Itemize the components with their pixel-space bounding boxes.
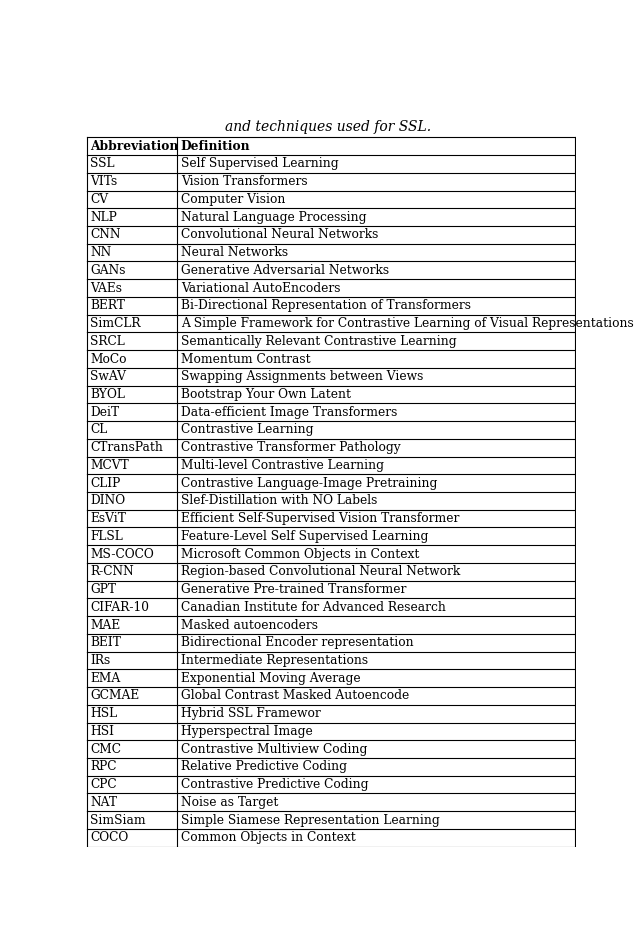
Text: SwAV: SwAV [90, 370, 127, 384]
Text: RPC: RPC [90, 761, 117, 773]
Text: SRCL: SRCL [90, 335, 125, 347]
Text: SSL: SSL [90, 157, 115, 170]
Text: Exponential Moving Average: Exponential Moving Average [180, 672, 360, 684]
Text: CMC: CMC [90, 743, 122, 756]
Text: Masked autoencoders: Masked autoencoders [180, 619, 318, 631]
Text: Abbreviation: Abbreviation [90, 140, 179, 152]
Text: Bootstrap Your Own Latent: Bootstrap Your Own Latent [180, 388, 351, 401]
Text: NN: NN [90, 247, 112, 259]
Text: Microsoft Common Objects in Context: Microsoft Common Objects in Context [180, 547, 419, 561]
Text: Simple Siamese Representation Learning: Simple Siamese Representation Learning [180, 814, 440, 826]
Text: Efficient Self-Supervised Vision Transformer: Efficient Self-Supervised Vision Transfo… [180, 512, 459, 526]
Text: Region-based Convolutional Neural Network: Region-based Convolutional Neural Networ… [180, 565, 460, 578]
Text: CTransPath: CTransPath [90, 441, 163, 454]
Text: A Simple Framework for Contrastive Learning of Visual Representations: A Simple Framework for Contrastive Learn… [180, 317, 634, 330]
Text: MS-COCO: MS-COCO [90, 547, 154, 561]
Text: VITs: VITs [90, 175, 118, 188]
Text: Generative Pre-trained Transformer: Generative Pre-trained Transformer [180, 583, 406, 596]
Text: Contrastive Language-Image Pretraining: Contrastive Language-Image Pretraining [180, 477, 437, 489]
Text: CIFAR-10: CIFAR-10 [90, 601, 150, 614]
Text: Contrastive Predictive Coding: Contrastive Predictive Coding [180, 778, 368, 791]
Text: BYOL: BYOL [90, 388, 125, 401]
Text: GCMAE: GCMAE [90, 689, 140, 703]
Text: Common Objects in Context: Common Objects in Context [180, 831, 356, 844]
Text: Variational AutoEncoders: Variational AutoEncoders [180, 282, 340, 294]
Text: Bi-Directional Representation of Transformers: Bi-Directional Representation of Transfo… [180, 299, 471, 312]
Text: Natural Language Processing: Natural Language Processing [180, 210, 366, 224]
Text: Multi-level Contrastive Learning: Multi-level Contrastive Learning [180, 459, 384, 472]
Text: BERT: BERT [90, 299, 125, 312]
Text: Contrastive Transformer Pathology: Contrastive Transformer Pathology [180, 441, 401, 454]
Text: COCO: COCO [90, 831, 129, 844]
Text: MAE: MAE [90, 619, 121, 631]
Text: CLIP: CLIP [90, 477, 121, 489]
Text: R-CNN: R-CNN [90, 565, 134, 578]
Text: FLSL: FLSL [90, 530, 124, 543]
Text: CNN: CNN [90, 228, 121, 242]
Text: Vision Transformers: Vision Transformers [180, 175, 307, 188]
Text: SimSiam: SimSiam [90, 814, 146, 826]
Text: Bidirectional Encoder representation: Bidirectional Encoder representation [180, 636, 413, 649]
Text: Swapping Assignments between Views: Swapping Assignments between Views [180, 370, 423, 384]
Text: Relative Predictive Coding: Relative Predictive Coding [180, 761, 347, 773]
Text: Global Contrast Masked Autoencode: Global Contrast Masked Autoencode [180, 689, 409, 703]
Text: CL: CL [90, 424, 108, 436]
Text: Canadian Institute for Advanced Research: Canadian Institute for Advanced Research [180, 601, 445, 614]
Text: Convolutional Neural Networks: Convolutional Neural Networks [180, 228, 378, 242]
Text: HSL: HSL [90, 707, 118, 720]
Text: Momentum Contrast: Momentum Contrast [180, 352, 310, 366]
Text: GPT: GPT [90, 583, 116, 596]
Text: and techniques used for SSL.: and techniques used for SSL. [225, 120, 431, 134]
Text: Definition: Definition [180, 140, 250, 152]
Text: MoCo: MoCo [90, 352, 127, 366]
Text: Neural Networks: Neural Networks [180, 247, 288, 259]
Text: Data-efficient Image Transformers: Data-efficient Image Transformers [180, 406, 397, 419]
Text: Semantically Relevant Contrastive Learning: Semantically Relevant Contrastive Learni… [180, 335, 456, 347]
Text: VAEs: VAEs [90, 282, 122, 294]
Text: NAT: NAT [90, 796, 118, 809]
Text: Hybrid SSL Framewor: Hybrid SSL Framewor [180, 707, 321, 720]
Text: Hyperspectral Image: Hyperspectral Image [180, 724, 312, 738]
Text: Slef-Distillation with NO Labels: Slef-Distillation with NO Labels [180, 494, 377, 507]
Text: BEIT: BEIT [90, 636, 122, 649]
Text: Self Supervised Learning: Self Supervised Learning [180, 157, 339, 170]
Text: Generative Adversarial Networks: Generative Adversarial Networks [180, 264, 389, 277]
Text: DeiT: DeiT [90, 406, 120, 419]
Text: Feature-Level Self Supervised Learning: Feature-Level Self Supervised Learning [180, 530, 428, 543]
Text: SimCLR: SimCLR [90, 317, 141, 330]
Text: MCVT: MCVT [90, 459, 129, 472]
Text: IRs: IRs [90, 654, 111, 667]
Text: Intermediate Representations: Intermediate Representations [180, 654, 368, 667]
Text: Contrastive Multiview Coding: Contrastive Multiview Coding [180, 743, 367, 756]
Text: Computer Vision: Computer Vision [180, 193, 285, 206]
Text: DINO: DINO [90, 494, 125, 507]
Text: EMA: EMA [90, 672, 121, 684]
Text: CPC: CPC [90, 778, 117, 791]
Text: Contrastive Learning: Contrastive Learning [180, 424, 314, 436]
Text: NLP: NLP [90, 210, 117, 224]
Text: EsViT: EsViT [90, 512, 126, 526]
Text: HSI: HSI [90, 724, 115, 738]
Text: Noise as Target: Noise as Target [180, 796, 278, 809]
Text: GANs: GANs [90, 264, 126, 277]
Text: CV: CV [90, 193, 109, 206]
